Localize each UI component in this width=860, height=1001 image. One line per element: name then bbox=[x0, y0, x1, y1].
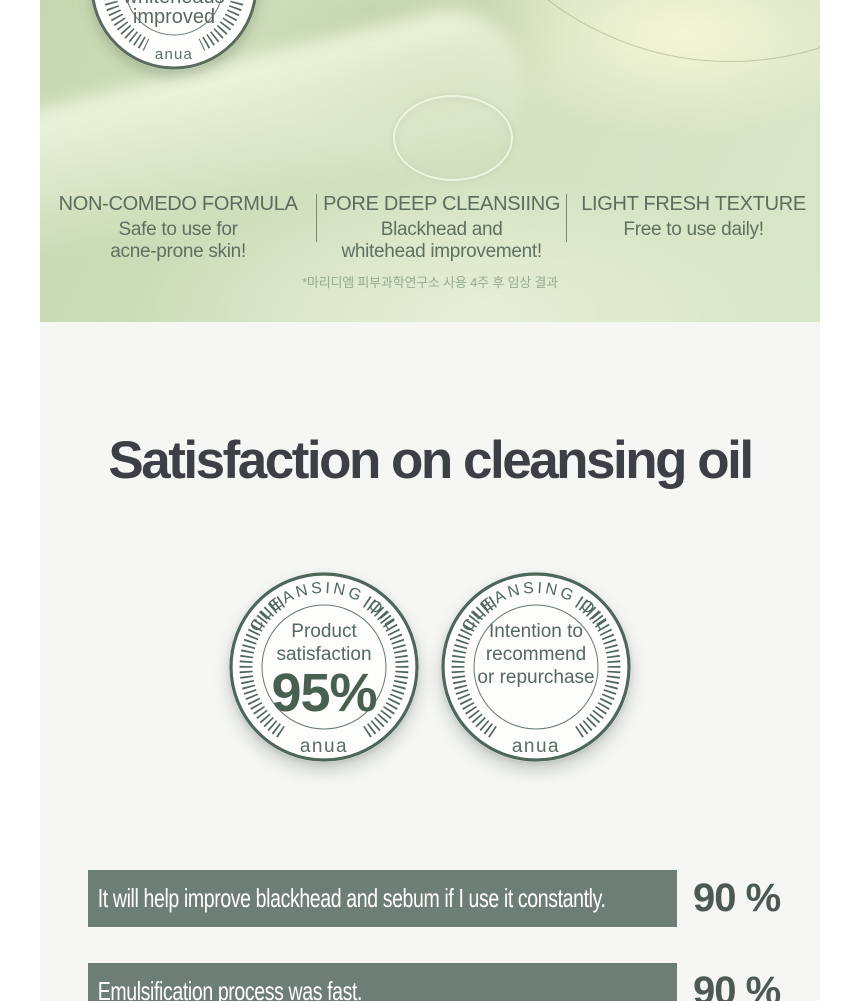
feature-desc-line2: whitehead improvement! bbox=[341, 241, 542, 263]
survey-bar: It will help improve blackhead and sebum… bbox=[88, 870, 677, 928]
feature-non-comedo: NON-COMEDO FORMULA Safe to use for acne-… bbox=[40, 190, 316, 263]
hero-section: whiteheads improved anua NON-COMEDO FORM… bbox=[40, 0, 820, 322]
survey-bar-label: It will help improve blackhead and sebum… bbox=[97, 883, 606, 914]
stamp-tick-marks-right bbox=[574, 596, 621, 739]
survey-bar-row: Emulsification process was fast. 90 % bbox=[88, 963, 820, 1001]
badge-text-line2: improved bbox=[133, 6, 215, 28]
stamp-graphic: CLEANSING OIL Product satisfaction 95% a… bbox=[229, 572, 419, 762]
feature-columns: NON-COMEDO FORMULA Safe to use for acne-… bbox=[40, 190, 820, 263]
feature-desc-line1: Blackhead and bbox=[380, 219, 503, 240]
stamp-tick-marks-right bbox=[362, 596, 409, 739]
stamp-product-satisfaction: CLEANSING OIL Product satisfaction 95% a… bbox=[229, 572, 419, 762]
section-title: Satisfaction on cleansing oil bbox=[108, 431, 754, 490]
feature-title: NON-COMEDO FORMULA bbox=[58, 193, 298, 215]
stamp-percent-value: 95% bbox=[271, 663, 376, 723]
feature-pore-cleansing: PORE DEEP CLEANSIING Blackhead and white… bbox=[317, 190, 566, 263]
oil-cream-highlight bbox=[470, 0, 820, 140]
feature-light-texture: LIGHT FRESH TEXTURE Free to use daily! bbox=[567, 190, 820, 241]
stamp-label-line3: or repurchase bbox=[477, 667, 594, 688]
stamp-label-line2: recommend bbox=[486, 644, 586, 665]
badge-brand-logo: anua bbox=[155, 46, 193, 63]
feature-desc-line1: Safe to use for bbox=[118, 219, 238, 240]
clinical-badge-stamp: whiteheads improved anua bbox=[91, 0, 257, 70]
satisfaction-stamps: CLEANSING OIL Product satisfaction 95% a… bbox=[40, 572, 820, 762]
oil-droplet-circle bbox=[393, 95, 513, 181]
survey-bar-row: It will help improve blackhead and sebum… bbox=[88, 870, 820, 928]
stamp-brand-logo: anua bbox=[512, 736, 560, 757]
stamp-label-line1: Intention to bbox=[489, 621, 583, 642]
stamp-outer-circle bbox=[229, 572, 419, 762]
feature-title: LIGHT FRESH TEXTURE bbox=[581, 193, 806, 215]
oil-shadow-swirl bbox=[239, 0, 591, 153]
stamp-tick-marks-left bbox=[451, 596, 498, 739]
survey-bar-label: Emulsification process was fast. bbox=[97, 976, 363, 1001]
survey-bar: Emulsification process was fast. bbox=[88, 963, 677, 1001]
clinical-footnote: *마리디엠 피부과학연구소 사용 4주 후 임상 결과 bbox=[302, 275, 558, 290]
stamp-label-line2: satisfaction bbox=[276, 644, 371, 665]
survey-result-bars: It will help improve blackhead and sebum… bbox=[88, 870, 820, 1001]
stamp-graphic: CLEANSING OIL Intention to recommend or … bbox=[441, 572, 631, 762]
stamp-inner-circle bbox=[473, 604, 599, 730]
stamp-brand-logo: anua bbox=[300, 736, 348, 757]
feature-desc-line1: Free to use daily! bbox=[623, 219, 764, 240]
stamp-label-line1: Product bbox=[291, 621, 357, 642]
stamp-inner-circle bbox=[261, 604, 387, 730]
clinical-badge: whiteheads improved anua bbox=[90, 0, 258, 70]
oil-surface-arc bbox=[430, 0, 820, 62]
stamp-recommend-repurchase: CLEANSING OIL Intention to recommend or … bbox=[441, 572, 631, 762]
feature-desc-line2: acne-prone skin! bbox=[110, 241, 246, 263]
feature-title: PORE DEEP CLEANSIING bbox=[323, 193, 561, 215]
stamp-outer-circle bbox=[441, 572, 631, 762]
satisfaction-section: Satisfaction on cleansing oil CLEANSING … bbox=[40, 322, 820, 1001]
survey-bar-percent: 90 % bbox=[693, 969, 781, 1001]
stamp-tick-marks-left bbox=[239, 596, 286, 739]
survey-bar-percent: 90 % bbox=[693, 876, 781, 921]
product-detail-page: whiteheads improved anua NON-COMEDO FORM… bbox=[40, 0, 820, 1001]
